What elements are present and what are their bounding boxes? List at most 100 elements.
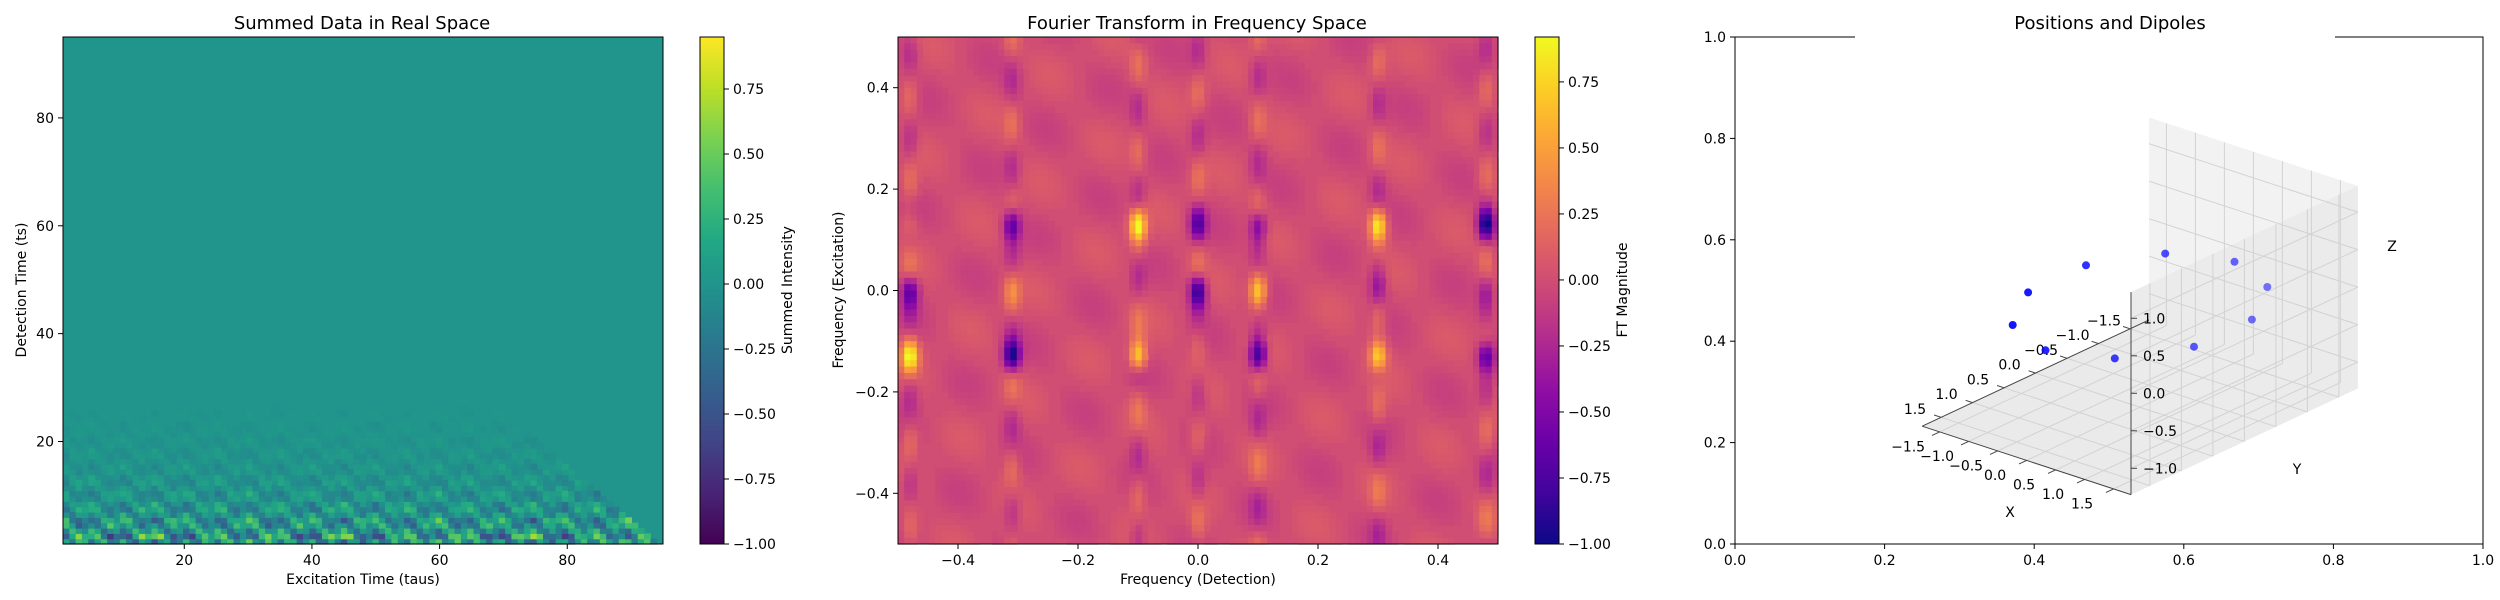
heatmap-1-cell: [410, 453, 418, 460]
heatmap-1-cell: [164, 447, 171, 454]
heatmap-2-cell: [1141, 290, 1149, 298]
heatmap-2-cell: [1004, 518, 1012, 526]
heatmap-2-cell: [1010, 372, 1018, 380]
heatmap-2-cell: [1129, 239, 1137, 247]
heatmap-2-cell: [991, 100, 999, 108]
heatmap-1-cell: [69, 410, 77, 417]
heatmap-1-cell: [284, 453, 291, 460]
heatmap-2-cell: [973, 182, 980, 190]
heatmap-2-cell: [1216, 56, 1224, 63]
heatmap-1-cell: [315, 415, 323, 422]
heatmap-2-cell: [1229, 353, 1237, 361]
heatmap-2-cell: [1004, 423, 1012, 431]
heatmap-2-cell: [935, 37, 943, 44]
heatmap-1-cell: [246, 437, 254, 444]
heatmap-1-cell: [239, 511, 247, 518]
heatmap-2-cell: [1060, 176, 1068, 184]
heatmap-2-cell: [998, 62, 1005, 70]
heatmap-2-cell: [1148, 258, 1155, 266]
heatmap-2-cell: [1110, 208, 1118, 216]
heatmap-2-cell: [1235, 132, 1243, 139]
heatmap-1-cell: [296, 527, 304, 534]
heatmap-2-cell: [1129, 277, 1137, 285]
heatmap-2-cell: [1079, 391, 1087, 399]
heatmap-1-cell: [530, 533, 538, 540]
heatmap-2-cell: [1098, 100, 1105, 108]
heatmap-2-cell: [1185, 100, 1193, 108]
heatmap-2-cell: [1029, 271, 1037, 279]
heatmap-1-cell: [170, 453, 178, 460]
heatmap-1-cell: [580, 479, 588, 486]
heatmap-1-cell: [189, 426, 197, 433]
heatmap-2-cell: [1135, 201, 1143, 209]
heatmap-1-cell: [618, 511, 626, 518]
heatmap-2-cell: [1029, 398, 1037, 406]
heatmap-2-cell: [973, 214, 980, 222]
heatmap-2-cell: [954, 334, 962, 342]
heatmap-2-cell: [1085, 81, 1093, 89]
heatmap-2-cell: [935, 157, 943, 165]
heatmap-2-cell: [998, 448, 1005, 456]
heatmap-2-cell: [1160, 265, 1168, 273]
heatmap-1-cell: [334, 522, 342, 529]
heatmap-2-cell: [1029, 113, 1037, 120]
heatmap-1-cell: [448, 490, 456, 497]
heatmap-2-cell: [1216, 404, 1224, 412]
heatmap-2-cell: [1154, 442, 1162, 450]
heatmap-1-cell: [315, 469, 323, 476]
heatmap-2-cell: [1073, 480, 1080, 488]
heatmap-2-cell: [1248, 195, 1255, 203]
heatmap-2-cell: [910, 277, 918, 285]
heatmap-2-cell: [1154, 62, 1162, 70]
heatmap-2-cell: [1204, 385, 1212, 393]
heatmap-1-cell: [549, 479, 557, 486]
heatmap-2-cell: [1073, 227, 1080, 235]
heatmap-1-cell: [467, 527, 475, 534]
heatmap-2-cell: [1210, 379, 1218, 387]
heatmap-2-cell: [985, 265, 993, 273]
heatmap-2-cell: [1248, 227, 1255, 235]
heatmap-2-cell: [1123, 56, 1130, 63]
heatmap-2-cell: [1048, 246, 1055, 254]
heatmap-1-cell: [265, 490, 273, 497]
heatmap-2-cell: [910, 436, 918, 444]
heatmap-2-cell: [1129, 75, 1137, 82]
heatmap-2-cell: [954, 385, 962, 393]
heatmap-2-cell: [1129, 360, 1137, 368]
heatmap-2-cell: [1173, 144, 1180, 152]
heatmap-1-cell: [107, 495, 115, 502]
heatmap-2-cell: [910, 94, 918, 101]
heatmap-1-cell: [555, 474, 563, 481]
heatmap-2-cell: [973, 87, 980, 95]
heatmap-2-cell: [1191, 94, 1199, 101]
heatmap-2-cell: [916, 94, 924, 101]
heatmap-1-cell: [347, 474, 355, 481]
heatmap-2-cell: [904, 467, 912, 475]
heatmap-2-cell: [1041, 182, 1049, 190]
heatmap-2-cell: [1116, 144, 1124, 152]
heatmap-1-cell: [561, 479, 569, 486]
heatmap-1-cell: [580, 511, 588, 518]
heatmap-1-cell: [587, 506, 595, 513]
heatmap-2-cell: [1210, 315, 1218, 323]
heatmap-2-cell: [1235, 113, 1243, 120]
heatmap-2-cell: [1073, 512, 1080, 520]
heatmap-2-cell: [1041, 448, 1049, 456]
heatmap-2-cell: [1123, 347, 1130, 355]
heatmap-2-cell: [1060, 113, 1068, 120]
heatmap-2-cell: [1016, 353, 1024, 361]
heatmap-2-cell: [1135, 277, 1143, 285]
heatmap-2-cell: [998, 334, 1005, 342]
heatmap-1-cell: [88, 522, 96, 529]
heatmap-2-cell: [1235, 100, 1243, 108]
heatmap-2-cell: [1148, 493, 1155, 501]
heatmap-2-cell: [1079, 410, 1087, 418]
heatmap-1-cell: [454, 479, 462, 486]
heatmap-1-cell: [435, 442, 443, 449]
heatmap-2-cell: [898, 347, 905, 355]
heatmap-2-cell: [991, 49, 999, 57]
heatmap-1-cell: [460, 447, 468, 454]
heatmap-1-cell: [271, 490, 279, 497]
heatmap-2-cell: [1035, 239, 1043, 247]
heatmap-2-cell: [904, 176, 912, 184]
